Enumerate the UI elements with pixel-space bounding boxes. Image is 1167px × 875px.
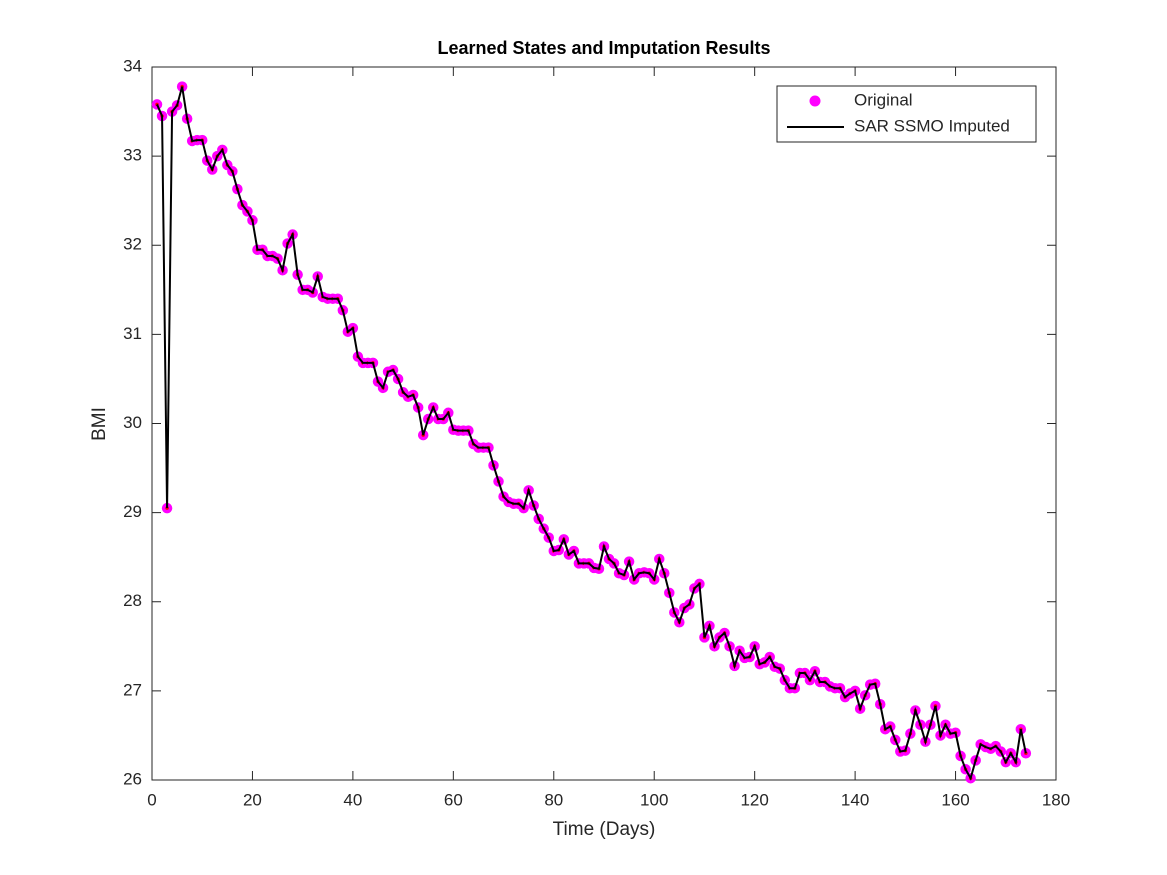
y-tick-label: 28 xyxy=(123,591,142,610)
x-tick-label: 180 xyxy=(1042,790,1070,809)
legend-label: SAR SSMO Imputed xyxy=(854,116,1010,135)
y-tick-label: 26 xyxy=(123,769,142,788)
x-tick-label: 140 xyxy=(841,790,869,809)
legend-box xyxy=(776,85,1037,143)
y-tick-label: 27 xyxy=(123,680,142,699)
x-tick-label: 80 xyxy=(544,790,563,809)
legend-marker xyxy=(809,95,821,107)
x-tick-label: 20 xyxy=(243,790,262,809)
series-line xyxy=(156,86,1027,781)
x-tick-label: 160 xyxy=(941,790,969,809)
y-tick-label: 33 xyxy=(123,146,142,165)
x-axis-label: Time (Days) xyxy=(553,819,656,840)
y-axis-label: BMI xyxy=(89,407,110,441)
chart-title: Learned States and Imputation Results xyxy=(437,38,770,58)
x-tick-label: 120 xyxy=(740,790,768,809)
x-tick-label: 60 xyxy=(444,790,463,809)
y-tick-label: 31 xyxy=(123,324,142,343)
x-tick-label: 0 xyxy=(147,790,156,809)
x-tick-label: 100 xyxy=(640,790,668,809)
y-tick-label: 29 xyxy=(123,502,142,521)
y-tick-label: 34 xyxy=(123,56,142,75)
y-tick-label: 32 xyxy=(123,235,142,254)
axes-box xyxy=(151,66,1057,781)
y-tick-label: 30 xyxy=(123,413,142,432)
legend-label: Original xyxy=(854,90,913,109)
x-tick-label: 40 xyxy=(343,790,362,809)
